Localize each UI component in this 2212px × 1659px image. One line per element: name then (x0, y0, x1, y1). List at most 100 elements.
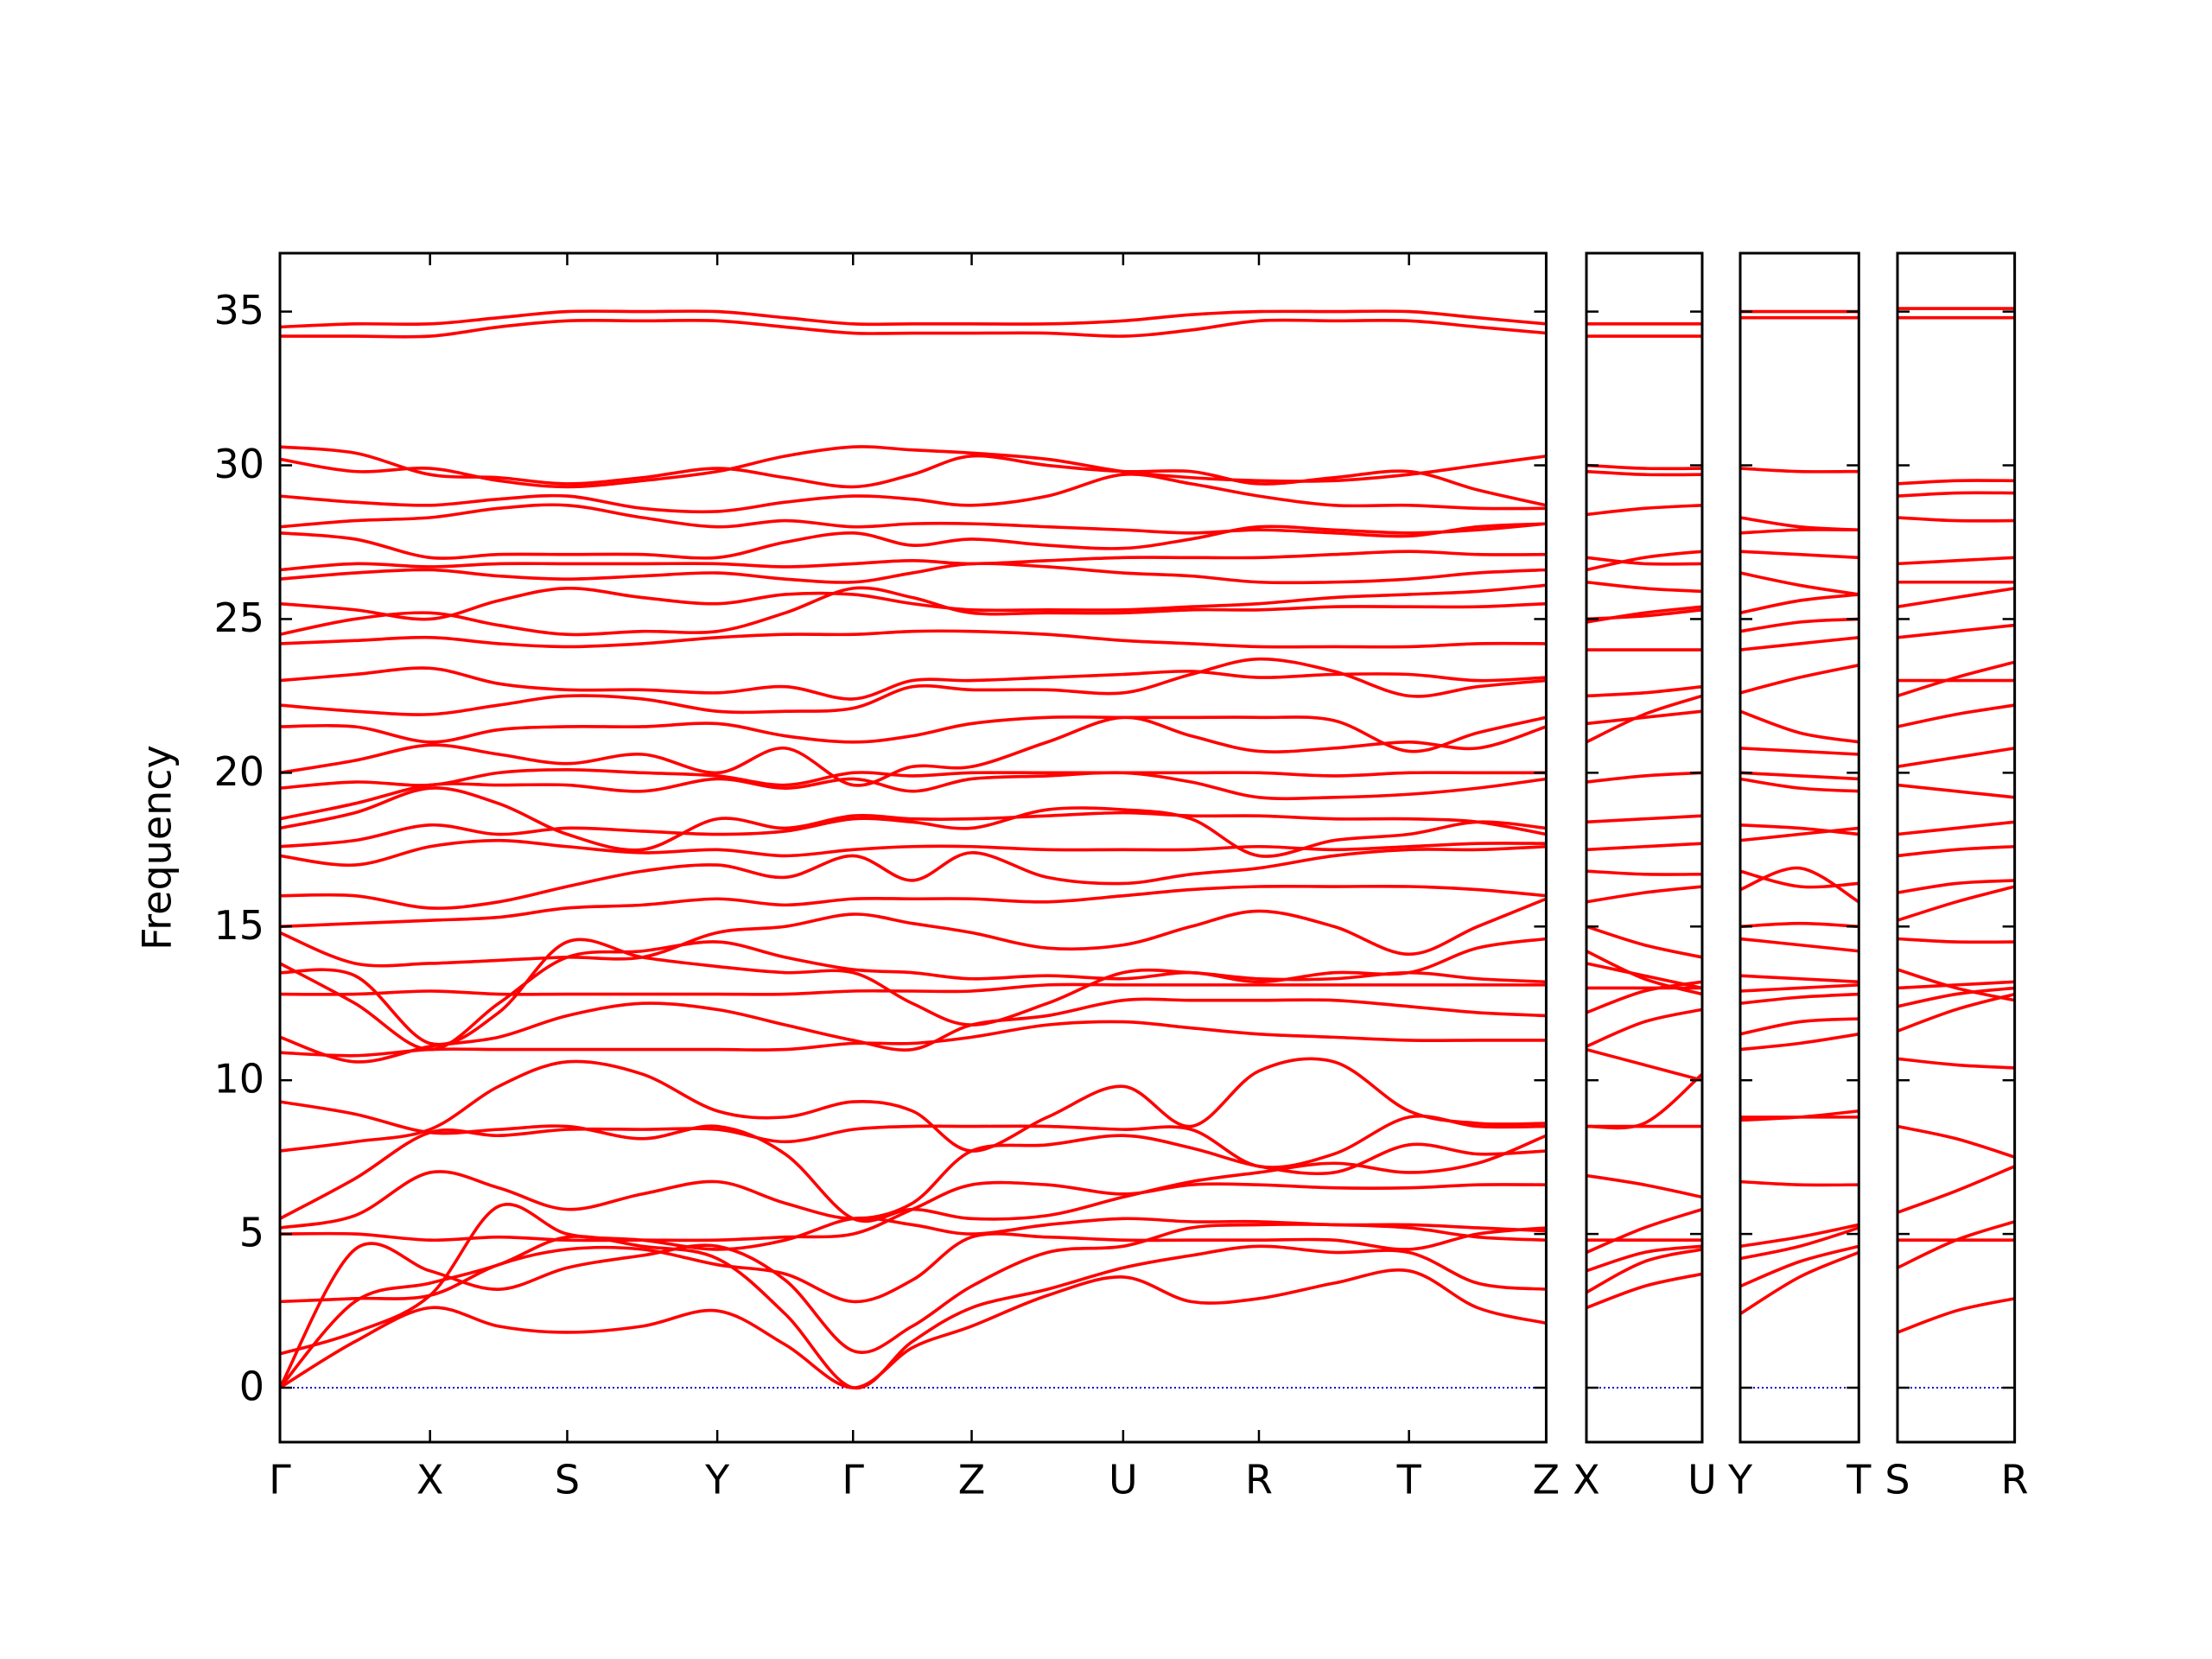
band (280, 1268, 1547, 1389)
band (280, 1223, 1547, 1389)
x-tick-label: S (555, 1457, 580, 1503)
band (1740, 937, 1859, 953)
band (1740, 866, 1859, 904)
band (1740, 1250, 1859, 1316)
band (280, 318, 1547, 339)
band (1586, 814, 1702, 824)
band (1740, 777, 1859, 793)
x-tick-label: U (1688, 1457, 1717, 1503)
band (1740, 664, 1859, 695)
band (1740, 1244, 1859, 1288)
band (1586, 869, 1702, 876)
band (1897, 703, 2015, 728)
band (1740, 992, 1859, 1006)
panel-1 (1586, 322, 1702, 1389)
band (1586, 885, 1702, 904)
band (1586, 925, 1702, 959)
y-tick-label: 25 (213, 594, 264, 641)
axes-frame (1896, 251, 2017, 1444)
y-tick-label: 10 (213, 1056, 264, 1103)
band (1740, 869, 1859, 889)
band (1897, 747, 2015, 769)
band (280, 666, 1547, 701)
panel-3 (1897, 307, 2015, 1389)
band (1586, 709, 1702, 726)
x-tick-label: Y (1727, 1457, 1753, 1503)
band (1897, 1297, 2015, 1334)
band (1740, 571, 1859, 596)
x-tick-label: U (1109, 1457, 1138, 1503)
axes-frame (1585, 251, 1704, 1444)
band (1740, 617, 1859, 633)
band (1897, 968, 2015, 1002)
band (1740, 771, 1859, 781)
band (1586, 684, 1702, 698)
band (1897, 986, 2015, 1008)
y-tick-label: 15 (213, 902, 264, 949)
band (280, 771, 1547, 821)
y-tick-label: 35 (213, 287, 264, 334)
band (1740, 1223, 1859, 1249)
band (280, 1020, 1547, 1058)
band (280, 997, 1547, 1064)
y-tick-label: 5 (239, 1210, 264, 1256)
band (1586, 463, 1702, 471)
band (1897, 479, 2015, 486)
band (1586, 962, 1702, 990)
band (1897, 491, 2015, 498)
band (280, 897, 1547, 968)
band (280, 550, 1547, 572)
band (280, 938, 1547, 1046)
band (1586, 1007, 1702, 1048)
x-tick-label: T (1846, 1457, 1872, 1503)
band (1586, 980, 1702, 1014)
band (280, 715, 1547, 787)
panel-0 (280, 309, 1547, 1390)
band (280, 767, 1547, 790)
x-tick-label: Z (958, 1457, 986, 1503)
band (1897, 885, 2015, 922)
band (1586, 1248, 1702, 1294)
band (1740, 593, 1859, 615)
band (280, 1114, 1547, 1220)
x-tick-label: R (2001, 1457, 2029, 1503)
band (1586, 694, 1702, 744)
band (1740, 747, 1859, 756)
band (280, 838, 1547, 868)
band (280, 1203, 1547, 1356)
band (1897, 516, 2015, 523)
band (1586, 607, 1702, 621)
band (1586, 580, 1702, 594)
band (1740, 635, 1859, 652)
band (1586, 1173, 1702, 1199)
band (280, 1226, 1547, 1304)
band (280, 586, 1547, 637)
x-tick-label: R (1245, 1457, 1273, 1503)
band (1740, 550, 1859, 560)
band (1586, 842, 1702, 852)
band (280, 473, 1547, 514)
x-tick-label: S (1885, 1457, 1910, 1503)
panel-2 (1740, 309, 1859, 1389)
band (1586, 1072, 1702, 1130)
band (1586, 503, 1702, 517)
band (1586, 469, 1702, 477)
x-tick-label: Γ (269, 1457, 291, 1503)
band (1740, 921, 1859, 929)
band (280, 786, 1547, 852)
band (1897, 992, 2015, 1033)
band (1740, 983, 1859, 993)
band (1740, 467, 1859, 474)
band (1897, 660, 2015, 698)
band (1740, 709, 1859, 744)
band (1586, 1244, 1702, 1273)
band (280, 657, 1547, 716)
band (280, 982, 1547, 996)
band (280, 844, 1547, 910)
band (280, 806, 1547, 858)
x-tick-label: T (1396, 1457, 1422, 1503)
band (280, 445, 1547, 489)
band (280, 1057, 1547, 1153)
band (280, 629, 1547, 649)
